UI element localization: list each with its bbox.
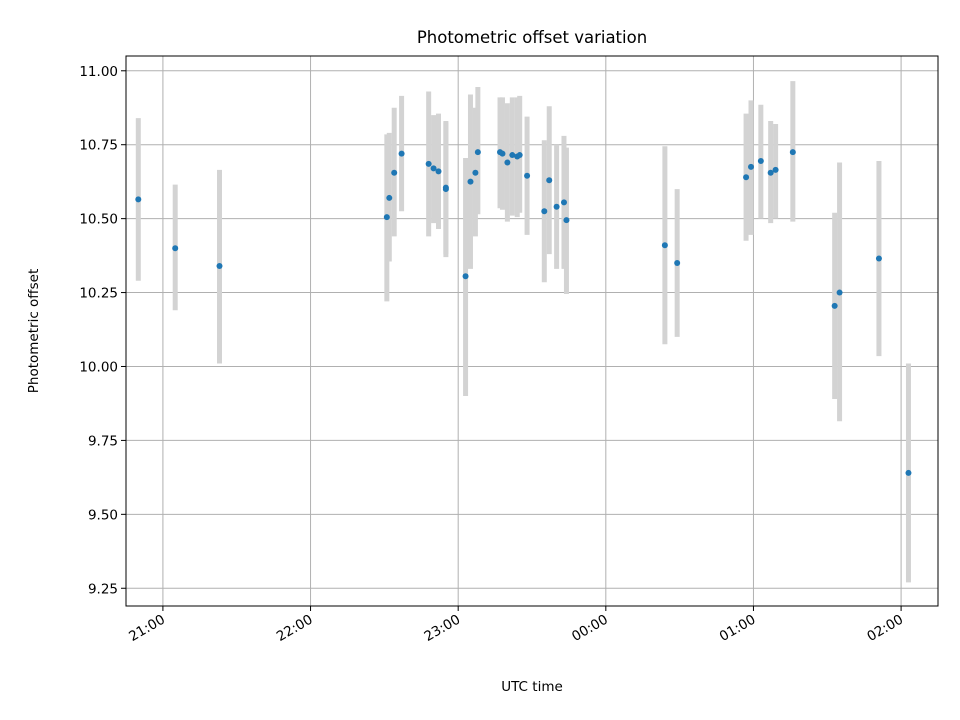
data-point bbox=[743, 174, 750, 181]
y-tick-label: 10.50 bbox=[79, 212, 118, 228]
data-point bbox=[563, 217, 570, 224]
data-point bbox=[831, 302, 838, 309]
plot-area-frame bbox=[125, 55, 939, 607]
chart-title: Photometric offset variation bbox=[417, 28, 647, 47]
data-point bbox=[435, 168, 442, 175]
x-tick-label: 00:00 bbox=[569, 612, 611, 645]
data-point bbox=[172, 245, 179, 252]
y-axis-label: Photometric offset bbox=[26, 269, 42, 393]
error-bars bbox=[135, 81, 911, 583]
y-tick-label: 10.00 bbox=[79, 359, 118, 375]
data-point bbox=[905, 469, 912, 476]
data-point bbox=[541, 208, 548, 215]
data-point bbox=[836, 289, 843, 296]
data-point bbox=[789, 149, 796, 156]
data-point bbox=[383, 214, 390, 221]
data-point bbox=[560, 199, 567, 206]
data-point bbox=[747, 163, 754, 170]
y-tick-label: 9.50 bbox=[88, 507, 118, 523]
data-point bbox=[674, 259, 681, 266]
data-point bbox=[135, 196, 142, 203]
y-tick-label: 11.00 bbox=[79, 64, 118, 80]
data-point bbox=[216, 262, 223, 269]
data-point bbox=[546, 177, 553, 184]
data-point bbox=[516, 152, 523, 159]
x-tick-label: 02:00 bbox=[864, 612, 906, 645]
y-tick-label: 10.25 bbox=[79, 286, 118, 302]
data-point bbox=[386, 194, 393, 201]
data-point bbox=[472, 169, 479, 176]
x-tick-label: 23:00 bbox=[421, 612, 463, 645]
data-point bbox=[757, 157, 764, 164]
data-point bbox=[661, 242, 668, 249]
data-point bbox=[767, 169, 774, 176]
x-tick-label: 21:00 bbox=[126, 612, 168, 645]
data-point bbox=[425, 160, 432, 167]
data-point bbox=[509, 152, 516, 159]
x-axis-label: UTC time bbox=[501, 679, 563, 695]
data-point bbox=[524, 172, 531, 179]
data-point bbox=[467, 178, 474, 185]
data-point bbox=[553, 203, 560, 210]
x-tick-label: 22:00 bbox=[274, 612, 316, 645]
data-point bbox=[499, 150, 506, 157]
data-point bbox=[875, 255, 882, 262]
y-axis-ticks: 9.25 9.50 9.75 10.00 10.25 10.50 10.75 11.00 bbox=[79, 64, 126, 597]
data-point bbox=[772, 166, 779, 173]
data-point bbox=[442, 186, 449, 193]
x-axis-ticks: 21:00 22:00 23:00 00:00 01:00 02:00 bbox=[126, 606, 906, 645]
grid bbox=[126, 56, 938, 606]
data-points bbox=[135, 149, 912, 476]
x-tick-label: 01:00 bbox=[717, 612, 759, 645]
data-point bbox=[398, 150, 405, 157]
data-point bbox=[391, 169, 398, 176]
y-tick-label: 10.75 bbox=[79, 138, 118, 154]
y-tick-label: 9.75 bbox=[88, 433, 118, 449]
data-point bbox=[474, 149, 481, 156]
data-point bbox=[462, 273, 469, 280]
data-point bbox=[430, 165, 437, 172]
data-point bbox=[504, 159, 511, 166]
y-tick-label: 9.25 bbox=[88, 581, 118, 597]
